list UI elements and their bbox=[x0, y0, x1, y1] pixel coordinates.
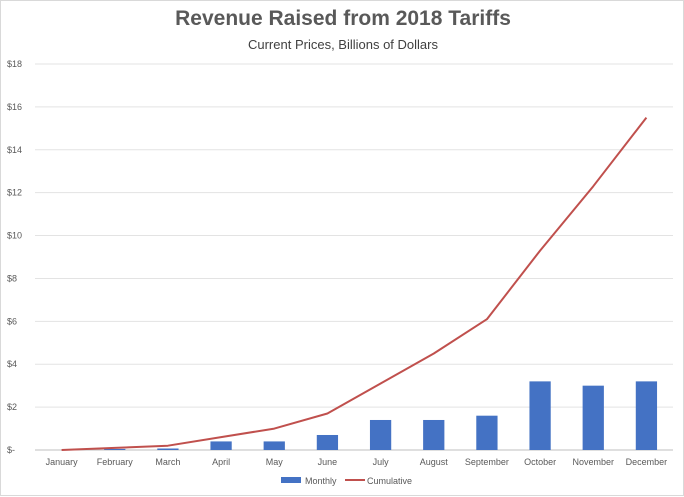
y-tick-label: $6 bbox=[7, 316, 17, 326]
y-tick-label: $16 bbox=[7, 102, 22, 112]
x-tick-label: November bbox=[572, 457, 614, 467]
bar-monthly bbox=[316, 434, 339, 450]
line-cumulative bbox=[61, 116, 648, 451]
x-tick-label: December bbox=[626, 457, 668, 467]
legend-label-cumulative: Cumulative bbox=[367, 476, 412, 486]
x-tick-label: January bbox=[46, 457, 79, 467]
chart-title: Revenue Raised from 2018 Tariffs bbox=[175, 7, 511, 30]
bar-monthly bbox=[157, 448, 179, 450]
bar-monthly bbox=[369, 419, 392, 450]
x-tick-label: March bbox=[155, 457, 180, 467]
bar-monthly bbox=[635, 381, 658, 450]
y-tick-label: $8 bbox=[7, 273, 17, 283]
x-tick-label: September bbox=[465, 457, 509, 467]
x-tick-label: February bbox=[97, 457, 134, 467]
bar-monthly bbox=[582, 385, 604, 450]
bar-monthly bbox=[210, 441, 232, 450]
y-tick-label: $2 bbox=[7, 402, 17, 412]
x-tick-label: July bbox=[373, 457, 390, 467]
y-tick-label: $4 bbox=[7, 359, 17, 369]
y-tick-label: $- bbox=[7, 445, 15, 455]
x-tick-label: June bbox=[318, 457, 338, 467]
legend-label-monthly: Monthly bbox=[305, 476, 337, 486]
bar-monthly bbox=[529, 381, 551, 450]
bar-monthly bbox=[476, 415, 498, 450]
chart-subtitle: Current Prices, Billions of Dollars bbox=[247, 37, 438, 52]
bar-monthly bbox=[423, 419, 445, 450]
bar-monthly bbox=[263, 441, 285, 450]
x-tick-label: May bbox=[266, 457, 284, 467]
y-tick-label: $10 bbox=[7, 231, 22, 241]
x-tick-label: August bbox=[420, 457, 449, 467]
bar-monthly bbox=[104, 448, 126, 450]
x-tick-label: October bbox=[524, 457, 556, 467]
x-tick-label: April bbox=[212, 457, 230, 467]
y-tick-label: $14 bbox=[7, 145, 22, 155]
y-tick-label: $18 bbox=[7, 59, 22, 69]
legend-swatch-monthly bbox=[281, 477, 301, 483]
y-tick-label: $12 bbox=[7, 188, 22, 198]
